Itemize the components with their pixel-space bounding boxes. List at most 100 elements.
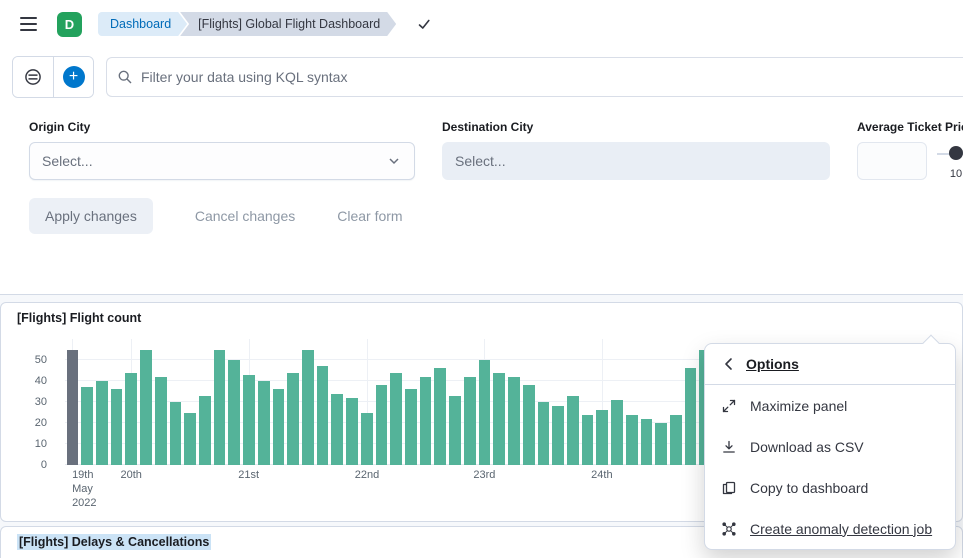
chevron-left-icon — [725, 358, 732, 370]
add-control-button[interactable]: + — [53, 57, 93, 97]
y-tick-label: 40 — [34, 375, 47, 387]
x-axis-line — [65, 464, 948, 465]
bar[interactable] — [640, 418, 653, 465]
clear-form-button[interactable]: Clear form — [337, 208, 403, 224]
bar[interactable] — [552, 406, 564, 465]
y-tick-label: 20 — [34, 417, 47, 429]
delays-panel-title-text: [Flights] Delays & Cancellations — [17, 534, 212, 550]
bar[interactable] — [493, 372, 506, 465]
controls-settings-button[interactable] — [13, 57, 53, 97]
bar[interactable] — [566, 395, 579, 465]
y-axis-labels: 0 10 20 30 40 50 — [1, 339, 55, 471]
price-range-row: 10 — [857, 142, 963, 180]
download-icon — [721, 439, 737, 455]
x-tick-label: 22nd — [354, 469, 380, 481]
delays-panel-title[interactable]: [Flights] Delays & Cancellations — [1, 534, 227, 550]
gridline — [65, 422, 948, 423]
bar[interactable] — [434, 368, 447, 465]
kql-search-box — [106, 57, 963, 97]
plus-icon: + — [62, 66, 85, 88]
bar[interactable] — [302, 349, 314, 465]
bar[interactable] — [228, 360, 241, 465]
bar[interactable] — [537, 402, 550, 465]
bar[interactable] — [346, 397, 358, 465]
bar[interactable] — [125, 372, 138, 465]
breadcrumb-current-dashboard[interactable]: [Flights] Global Flight Dashboard — [180, 12, 396, 36]
bar[interactable] — [66, 349, 79, 465]
origin-city-control: Origin City Select... — [29, 120, 415, 180]
bar[interactable] — [684, 368, 697, 465]
menu-hamburger-icon[interactable] — [16, 13, 41, 35]
maximize-icon — [721, 398, 737, 414]
gridline — [65, 443, 948, 444]
bar[interactable] — [154, 376, 167, 465]
bar[interactable] — [478, 360, 491, 465]
bar[interactable] — [257, 381, 270, 465]
bar[interactable] — [287, 372, 299, 465]
bar[interactable] — [272, 389, 285, 465]
menu-item-create-anomaly-detection-job[interactable]: Create anomaly detection job — [705, 508, 955, 549]
bar[interactable] — [611, 399, 623, 465]
bar[interactable] — [243, 374, 255, 465]
bar[interactable] — [419, 376, 432, 465]
breadcrumb-dashboard[interactable]: Dashboard — [98, 12, 187, 36]
origin-city-select[interactable]: Select... — [29, 142, 415, 180]
options-back-button[interactable]: Options — [705, 344, 955, 385]
bar[interactable] — [198, 395, 211, 465]
panel-options-menu: Options Maximize panel Download as CSV Cop… — [704, 334, 956, 550]
bar[interactable] — [95, 381, 108, 465]
bar[interactable] — [316, 366, 329, 465]
bar[interactable] — [463, 376, 476, 465]
bar[interactable] — [581, 414, 594, 465]
menu-item-label: Create anomaly detection job — [750, 520, 933, 537]
bar[interactable] — [522, 385, 535, 465]
x-axis-labels: 19th May 2022 20th 21st 22nd 23rd 24th — [65, 465, 948, 509]
y-tick-label: 30 — [34, 396, 47, 408]
bar[interactable] — [140, 349, 152, 465]
bar[interactable] — [169, 402, 182, 465]
bar[interactable] — [81, 387, 93, 465]
x-tick-label: 19th May 2022 — [72, 469, 97, 509]
bar[interactable] — [508, 376, 520, 465]
bar[interactable] — [655, 423, 667, 465]
controls-button-group: + — [12, 56, 94, 98]
controls-row: Origin City Select... Destination City S… — [29, 120, 963, 180]
bar[interactable] — [596, 410, 609, 465]
menu-item-download-as-csv[interactable]: Download as CSV — [705, 426, 955, 467]
price-slider-handle[interactable] — [949, 146, 963, 160]
bar[interactable] — [360, 412, 373, 465]
origin-city-placeholder: Select... — [42, 153, 93, 169]
bar[interactable] — [331, 393, 344, 465]
bar[interactable] — [669, 414, 682, 465]
controls-icon — [25, 69, 41, 85]
apply-changes-button[interactable]: Apply changes — [29, 198, 153, 234]
cancel-changes-button[interactable]: Cancel changes — [194, 208, 296, 224]
y-tick-label: 10 — [34, 438, 47, 450]
destination-city-select[interactable]: Select... — [442, 142, 830, 180]
y-tick-label: 0 — [40, 459, 47, 471]
flight-count-panel-title[interactable]: [Flights] Flight count — [17, 311, 142, 325]
destination-city-control: Destination City Select... — [442, 120, 830, 180]
bar[interactable] — [110, 389, 123, 465]
price-slider-value: 10 — [949, 168, 963, 180]
top-bar: D Dashboard [Flights] Global Flight Dash… — [0, 0, 963, 48]
price-slider: 10 — [949, 142, 963, 180]
average-ticket-price-label: Average Ticket Price — [857, 120, 963, 134]
bar[interactable] — [625, 414, 638, 465]
bar[interactable] — [449, 395, 461, 465]
bar[interactable] — [184, 412, 196, 465]
menu-item-copy-to-dashboard[interactable]: Copy to dashboard — [705, 467, 955, 508]
price-min-input[interactable] — [857, 142, 927, 180]
bar[interactable] — [405, 389, 417, 465]
bar[interactable] — [213, 349, 226, 465]
search-icon — [118, 70, 132, 84]
space-avatar[interactable]: D — [57, 11, 82, 37]
kql-search-input[interactable] — [141, 69, 953, 85]
menu-item-maximize-panel[interactable]: Maximize panel — [705, 385, 955, 426]
bar[interactable] — [375, 385, 388, 465]
gridline — [65, 359, 948, 360]
check-icon[interactable] — [416, 16, 432, 32]
options-menu-items: Maximize panel Download as CSV Copy to das… — [705, 385, 955, 549]
bar[interactable] — [390, 372, 403, 465]
